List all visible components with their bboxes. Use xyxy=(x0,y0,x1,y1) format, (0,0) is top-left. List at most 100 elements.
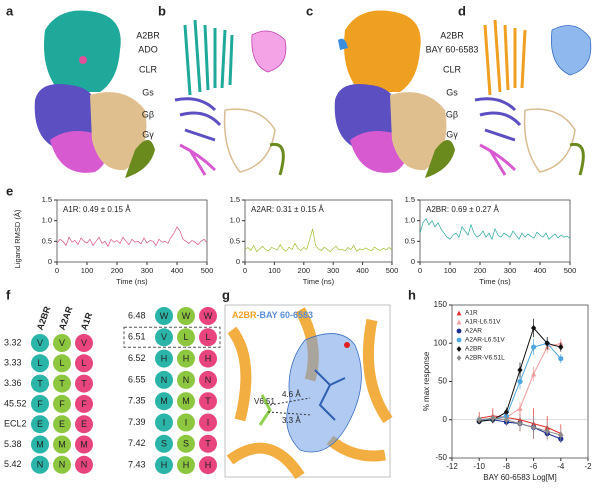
residue-circle xyxy=(177,370,195,389)
x-tick-label: 500 xyxy=(201,266,214,275)
component-label: CLR xyxy=(139,64,158,74)
residue-letter: T xyxy=(37,378,43,388)
residue-circle xyxy=(31,334,49,352)
residue-letter: L xyxy=(59,358,64,368)
residue-letter: N xyxy=(37,460,44,470)
residue-circle xyxy=(75,354,93,373)
residue-letter: L xyxy=(205,332,210,342)
marker xyxy=(544,428,550,435)
density-map-a xyxy=(34,10,155,178)
component-label: Gγ xyxy=(142,129,154,139)
component-label: Gβ xyxy=(446,109,458,119)
marker xyxy=(456,346,462,352)
residue-circle xyxy=(199,392,217,411)
residue-circle xyxy=(31,354,49,373)
x-tick-label: 0 xyxy=(243,266,247,275)
panel-letter: f xyxy=(6,287,11,302)
marker xyxy=(456,319,462,325)
legend-label: A2AR xyxy=(465,328,482,335)
plot-frame xyxy=(419,199,571,263)
marker xyxy=(544,340,550,347)
x-tick-label: 200 xyxy=(474,266,487,275)
residue-letter: E xyxy=(81,419,87,429)
y-tick-label: 1.0 xyxy=(405,216,415,225)
marker xyxy=(558,355,564,362)
residue-circle xyxy=(53,374,71,393)
highlight-box xyxy=(123,326,221,348)
residue-circle xyxy=(53,334,71,352)
residue-label: V6.51 xyxy=(254,397,275,406)
residue-circle xyxy=(31,435,49,454)
y-tick-label: 0.5 xyxy=(42,236,52,245)
x-tick-label: -12 xyxy=(446,462,458,471)
residue-position: 3.32 xyxy=(4,337,22,347)
panel-letter: a xyxy=(6,3,14,18)
residue-circle xyxy=(155,328,173,347)
x-tick-label: -8 xyxy=(503,462,511,471)
residue-letter: M xyxy=(160,396,168,406)
marker xyxy=(456,355,462,361)
residue-position: 7.39 xyxy=(128,417,146,427)
residue-circle xyxy=(199,307,217,325)
legend-label: A1R xyxy=(465,310,478,317)
marker xyxy=(517,366,523,374)
column-header: A1R xyxy=(79,311,95,332)
residue-circle xyxy=(177,434,195,453)
residue-letter: N xyxy=(81,460,88,470)
residue-letter: T xyxy=(81,378,87,388)
residue-circle xyxy=(199,413,217,432)
residue-letter: V xyxy=(37,338,43,348)
x-tick-label: -4 xyxy=(557,462,565,471)
residue-circle xyxy=(75,455,93,474)
residue-circle xyxy=(31,394,49,413)
residue-letter: I xyxy=(185,417,188,427)
residue-circle xyxy=(53,415,71,434)
series-line xyxy=(419,217,571,241)
residue-letter: H xyxy=(205,460,212,470)
x-tick-label: 300 xyxy=(141,266,154,275)
y-axis-label: % max response xyxy=(422,351,431,411)
y-tick-label: 1.0 xyxy=(42,216,52,225)
residue-position: 7.35 xyxy=(128,396,146,406)
density-map-c xyxy=(334,10,455,178)
residue-letter: H xyxy=(183,460,190,470)
marker xyxy=(517,405,523,411)
x-tick-label: 200 xyxy=(111,266,124,275)
ribbon-model-d xyxy=(474,19,592,176)
x-tick-label: 200 xyxy=(298,266,311,275)
marker xyxy=(531,344,537,350)
residue-circle xyxy=(75,415,93,434)
residue-circle xyxy=(53,354,71,373)
column-header: A2BR xyxy=(35,305,53,332)
panel-letter: e xyxy=(6,183,13,198)
residue-letter: V xyxy=(161,332,167,342)
marker xyxy=(476,416,482,423)
residue-letter: M xyxy=(36,439,44,449)
residue-circle xyxy=(199,328,217,347)
residue-letter: M xyxy=(182,396,190,406)
x-axis-label: Time (ns) xyxy=(116,277,148,286)
component-label: A2BR xyxy=(136,30,160,40)
marker xyxy=(456,328,462,334)
panel-letter: c xyxy=(306,3,313,18)
ribbon-model-b xyxy=(174,19,287,176)
residue-letter: T xyxy=(59,378,65,388)
residue-circle xyxy=(155,456,173,475)
residue-circle xyxy=(31,455,49,474)
marker xyxy=(503,416,509,423)
residue-letter: W xyxy=(204,311,213,321)
marker xyxy=(456,337,462,343)
residue-position: ECL2 xyxy=(4,419,27,429)
residue-position: 6.55 xyxy=(128,374,146,384)
residue-position: 7.43 xyxy=(128,459,146,469)
residue-letter: N xyxy=(205,375,212,385)
marker xyxy=(503,408,509,416)
x-tick-label: 300 xyxy=(504,266,517,275)
residue-letter: V xyxy=(59,338,65,348)
residue-circle xyxy=(199,349,217,368)
residue-circle xyxy=(177,392,195,411)
residue-circle xyxy=(75,435,93,454)
residue-letter: I xyxy=(163,417,166,427)
y-tick-label: 100 xyxy=(434,338,448,347)
residue-circle xyxy=(53,455,71,474)
